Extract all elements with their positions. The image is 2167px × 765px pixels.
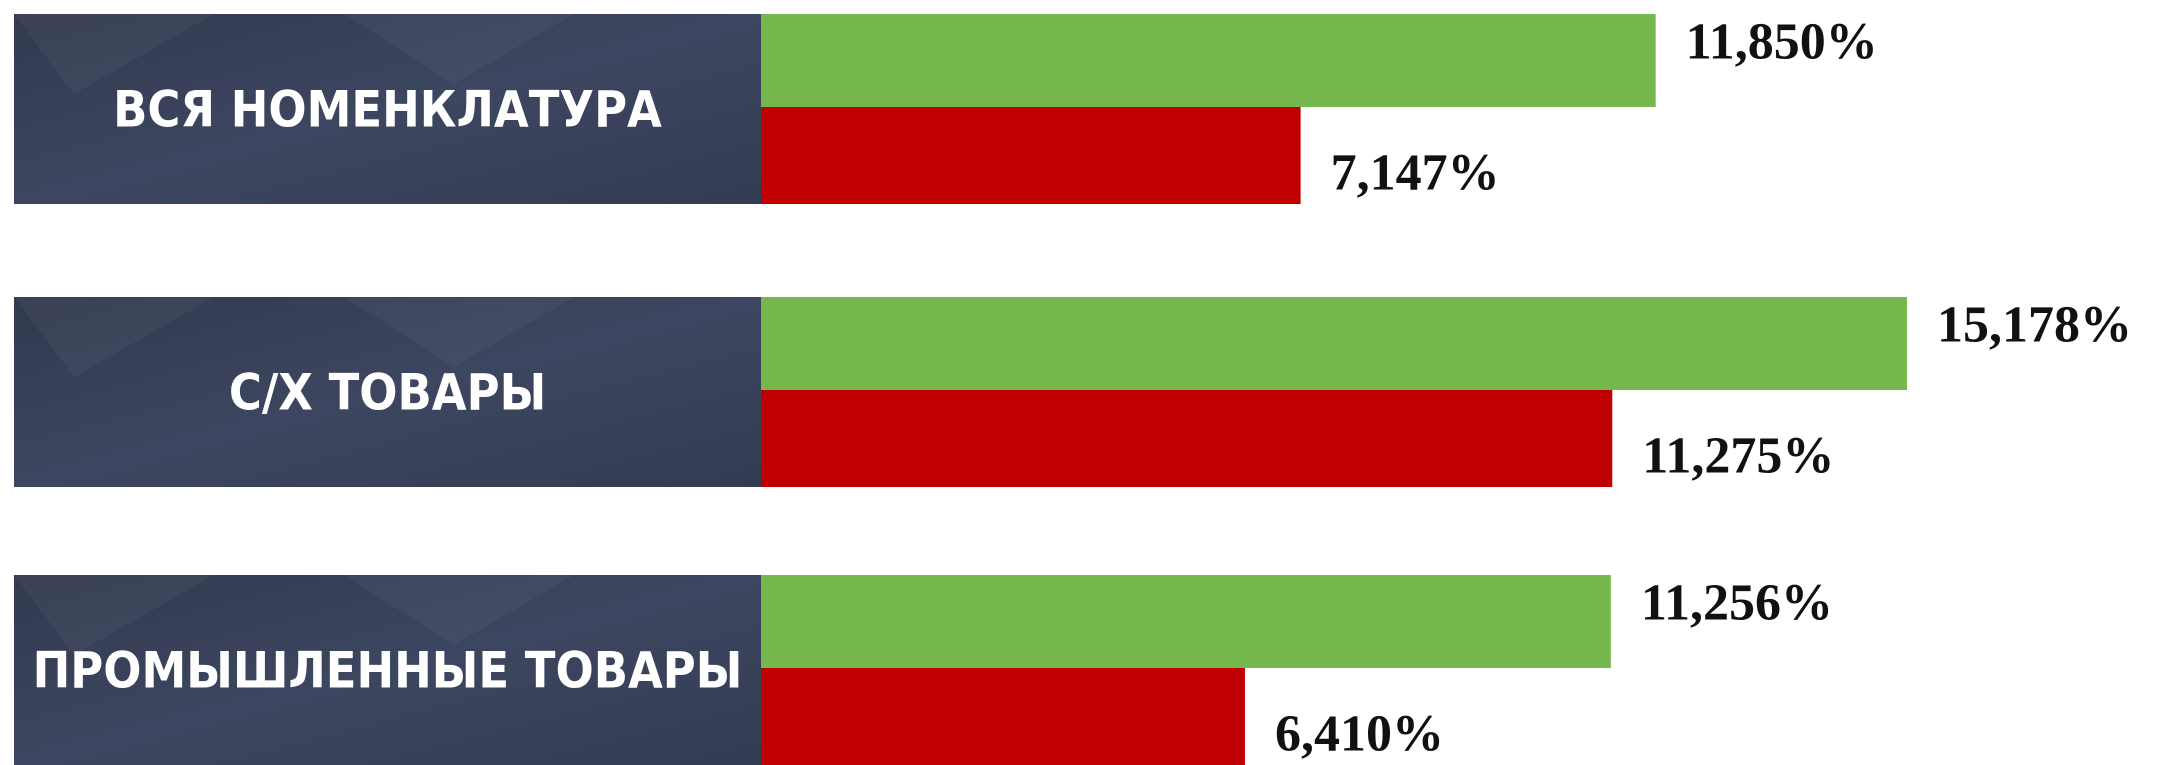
bar [761, 297, 1907, 390]
bar [761, 575, 1611, 668]
panel-pattern [14, 14, 574, 94]
value-label: 11,256% [1641, 574, 1833, 631]
category-label: С/Х ТОВАРЫ [229, 364, 546, 422]
value-label: 6,410% [1275, 705, 1444, 762]
value-label: 15,178% [1937, 296, 2132, 353]
category-label: ПРОМЫШЛЕННЫЕ ТОВАРЫ [33, 642, 743, 700]
bar [761, 668, 1245, 765]
category-panel [14, 297, 761, 487]
panel-pattern [14, 575, 574, 655]
panel-pattern [14, 297, 574, 377]
value-label: 7,147% [1331, 144, 1500, 201]
value-label: 11,275% [1642, 427, 1834, 484]
value-label: 11,850% [1686, 13, 1878, 70]
bar [761, 390, 1613, 487]
category-panel [14, 14, 761, 204]
bar [761, 14, 1656, 107]
category-panel [14, 575, 761, 765]
bar [761, 107, 1301, 204]
category-label: ВСЯ НОМЕНКЛАТУРА [113, 81, 662, 139]
